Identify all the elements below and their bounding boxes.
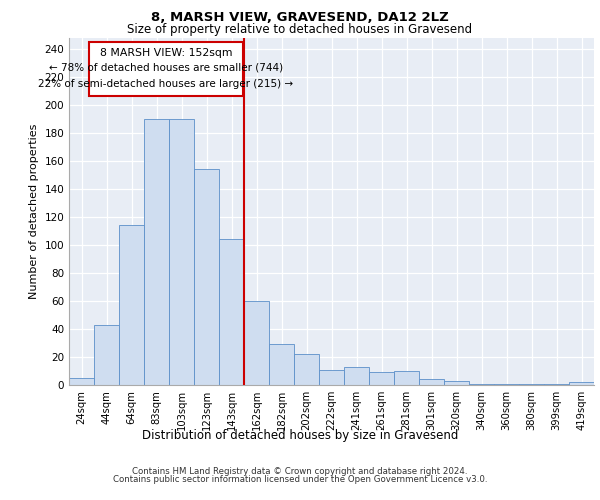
Text: 8 MARSH VIEW: 152sqm: 8 MARSH VIEW: 152sqm bbox=[100, 48, 232, 58]
Bar bbox=[569, 382, 594, 385]
Text: 8, MARSH VIEW, GRAVESEND, DA12 2LZ: 8, MARSH VIEW, GRAVESEND, DA12 2LZ bbox=[151, 11, 449, 24]
Text: ← 78% of detached houses are smaller (744): ← 78% of detached houses are smaller (74… bbox=[49, 63, 283, 73]
Bar bbox=[544, 384, 569, 385]
Bar bbox=[219, 240, 244, 385]
Bar bbox=[244, 301, 269, 385]
Bar bbox=[344, 367, 369, 385]
Bar bbox=[194, 169, 219, 385]
Bar bbox=[419, 380, 444, 385]
Bar bbox=[394, 371, 419, 385]
Bar bbox=[94, 324, 119, 385]
Text: 22% of semi-detached houses are larger (215) →: 22% of semi-detached houses are larger (… bbox=[38, 80, 293, 90]
Bar bbox=[269, 344, 294, 385]
Text: Size of property relative to detached houses in Gravesend: Size of property relative to detached ho… bbox=[127, 22, 473, 36]
Text: Distribution of detached houses by size in Gravesend: Distribution of detached houses by size … bbox=[142, 430, 458, 442]
Bar bbox=[319, 370, 344, 385]
Text: Contains public sector information licensed under the Open Government Licence v3: Contains public sector information licen… bbox=[113, 474, 487, 484]
Bar bbox=[494, 384, 519, 385]
Bar bbox=[144, 119, 169, 385]
Bar bbox=[469, 384, 494, 385]
Text: Contains HM Land Registry data © Crown copyright and database right 2024.: Contains HM Land Registry data © Crown c… bbox=[132, 467, 468, 476]
Bar bbox=[369, 372, 394, 385]
Bar bbox=[169, 119, 194, 385]
Y-axis label: Number of detached properties: Number of detached properties bbox=[29, 124, 39, 299]
Bar bbox=[119, 226, 144, 385]
Bar bbox=[69, 378, 94, 385]
FancyBboxPatch shape bbox=[89, 42, 243, 96]
Bar bbox=[294, 354, 319, 385]
Bar bbox=[519, 384, 544, 385]
Bar bbox=[444, 381, 469, 385]
